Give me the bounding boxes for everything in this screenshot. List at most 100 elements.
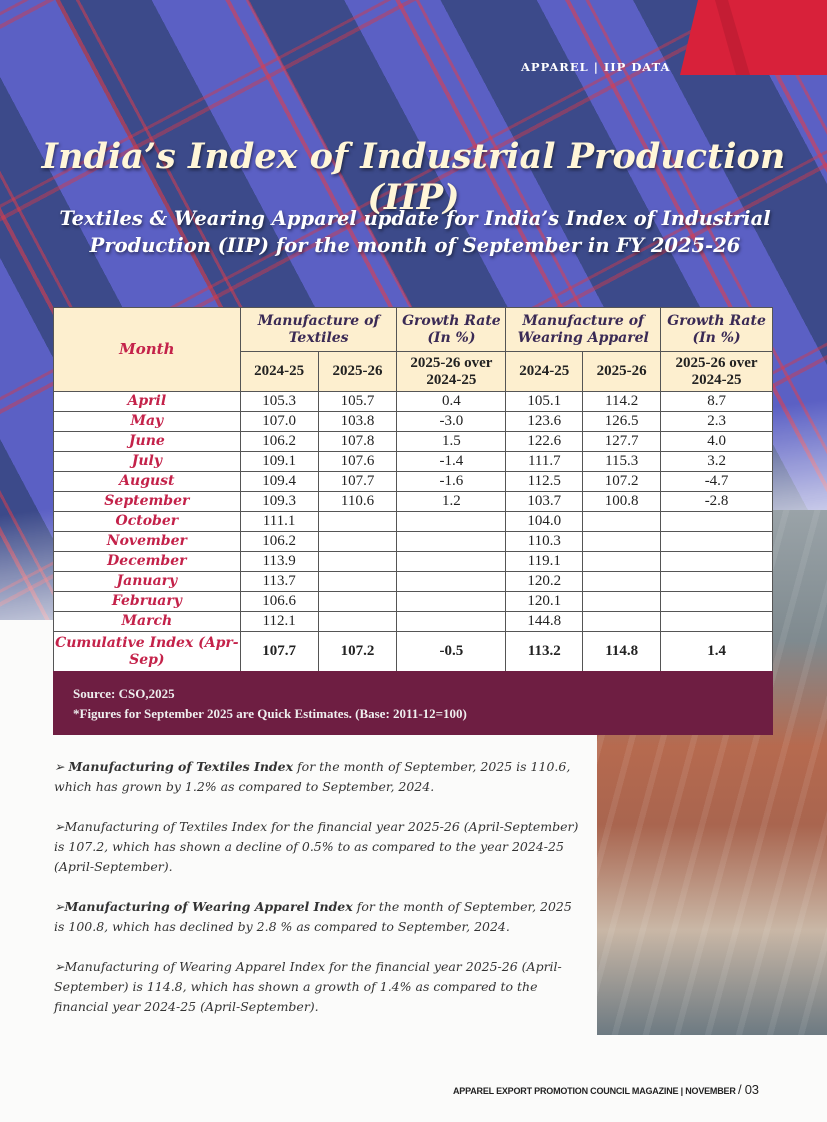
month-cell: April [53,391,241,412]
section-label: APPAREL | IIP DATA [521,60,671,74]
header-over: 2025-26 over 2024-25 [660,351,773,392]
value-cell [660,511,773,532]
header-over: 2025-26 over 2024-25 [396,351,507,392]
value-cell: 106.2 [239,531,319,552]
value-cell [396,531,507,552]
header-growth-textiles: Growth Rate (In %) [396,307,507,352]
value-cell: 109.4 [239,471,319,492]
value-cell [396,611,507,632]
header-textiles: Manufacture of Textiles [239,307,398,352]
value-cell: 111.7 [505,451,584,472]
value-cell [317,531,398,552]
table-row: March 112.1 144.8 [53,611,773,632]
table-row: August 109.4 107.7 -1.6 112.5 107.2 -4.7 [53,471,773,492]
value-cell: 120.2 [505,571,584,592]
table-row: November 106.2 110.3 [53,531,773,552]
estimate-note: *Figures for September 2025 are Quick Es… [73,706,467,721]
month-cell: September [53,491,241,512]
value-cell: -3.0 [396,411,507,432]
month-cell: August [53,471,241,492]
value-cell: 4.0 [660,431,773,452]
month-cell: June [53,431,241,452]
value-cell: -1.4 [396,451,507,472]
value-cell [582,551,662,572]
aepc-logo [680,0,827,75]
header-year: 2024-25 [239,351,319,392]
value-cell: 109.3 [239,491,319,512]
arrow-bullet-icon: ➢ [54,899,65,914]
footer-text: APPAREL EXPORT PROMOTION COUNCIL MAGAZIN… [453,1086,738,1096]
bullet-point: ➢Manufacturing of Wearing Apparel Index … [54,957,584,1017]
page-footer: APPAREL EXPORT PROMOTION COUNCIL MAGAZIN… [453,1082,759,1097]
table-row: October 111.1 104.0 [53,511,773,532]
value-cell: 114.8 [582,631,662,672]
source-line: Source: CSO,2025 [73,686,175,701]
table-row: February 106.6 120.1 [53,591,773,612]
value-cell: 103.7 [505,491,584,512]
value-cell: 107.6 [317,451,398,472]
table-row: May 107.0 103.8 -3.0 123.6 126.5 2.3 [53,411,773,432]
value-cell [582,571,662,592]
month-cell: November [53,531,241,552]
value-cell: 1.4 [660,631,773,672]
value-cell [317,571,398,592]
value-cell [582,511,662,532]
value-cell: -0.5 [396,631,507,672]
bullet-bold: Manufacturing of Wearing Apparel Index [64,899,353,914]
value-cell: 109.1 [239,451,319,472]
month-cell: January [53,571,241,592]
bullet-point: ➢Manufacturing of Wearing Apparel Index … [54,897,584,937]
value-cell: 1.5 [396,431,507,452]
value-cell: 104.0 [505,511,584,532]
value-cell: 115.3 [582,451,662,472]
value-cell: 105.7 [317,391,398,412]
value-cell: 113.2 [505,631,584,672]
value-cell: 0.4 [396,391,507,412]
page-subtitle: Textiles & Wearing Apparel update for In… [59,207,771,257]
value-cell: 3.2 [660,451,773,472]
value-cell: -2.8 [660,491,773,512]
value-cell [396,511,507,532]
value-cell: 1.2 [396,491,507,512]
value-cell: 113.7 [239,571,319,592]
value-cell: 114.2 [582,391,662,412]
value-cell: 2.3 [660,411,773,432]
arrow-bullet-icon: ➢ [54,759,65,774]
bullet-text: for the month of September, 2025 is 100.… [54,899,572,934]
value-cell: 113.9 [239,551,319,572]
month-cell: Cumulative Index (Apr-Sep) [53,631,241,672]
value-cell [660,591,773,612]
header-month: Month [53,307,241,392]
value-cell: 106.6 [239,591,319,612]
table-row: December 113.9 119.1 [53,551,773,572]
value-cell: 120.1 [505,591,584,612]
header-year: 2025-26 [317,351,398,392]
value-cell: 110.6 [317,491,398,512]
value-cell [660,611,773,632]
table-row: July 109.1 107.6 -1.4 111.7 115.3 3.2 [53,451,773,472]
value-cell: -1.6 [396,471,507,492]
value-cell [317,611,398,632]
value-cell: 127.7 [582,431,662,452]
month-cell: December [53,551,241,572]
value-cell: 110.3 [505,531,584,552]
arrow-bullet-icon: ➢ [54,959,65,974]
value-cell: 105.3 [239,391,319,412]
value-cell [660,551,773,572]
bullet-text: Manufacturing of Textiles Index for the … [54,819,579,874]
value-cell [582,531,662,552]
value-cell: 112.5 [505,471,584,492]
value-cell: 126.5 [582,411,662,432]
value-cell: 107.7 [239,631,319,672]
page-title: India’s Index of Industrial Production (… [41,136,786,218]
value-cell [660,531,773,552]
value-cell: 107.0 [239,411,319,432]
value-cell [582,611,662,632]
bullet-point: ➢ Manufacturing of Textiles Index for th… [54,757,584,797]
value-cell: 8.7 [660,391,773,412]
header-growth-apparel: Growth Rate (In %) [660,307,773,352]
value-cell: 119.1 [505,551,584,572]
value-cell: 107.8 [317,431,398,452]
value-cell: -4.7 [660,471,773,492]
value-cell: 107.2 [317,631,398,672]
